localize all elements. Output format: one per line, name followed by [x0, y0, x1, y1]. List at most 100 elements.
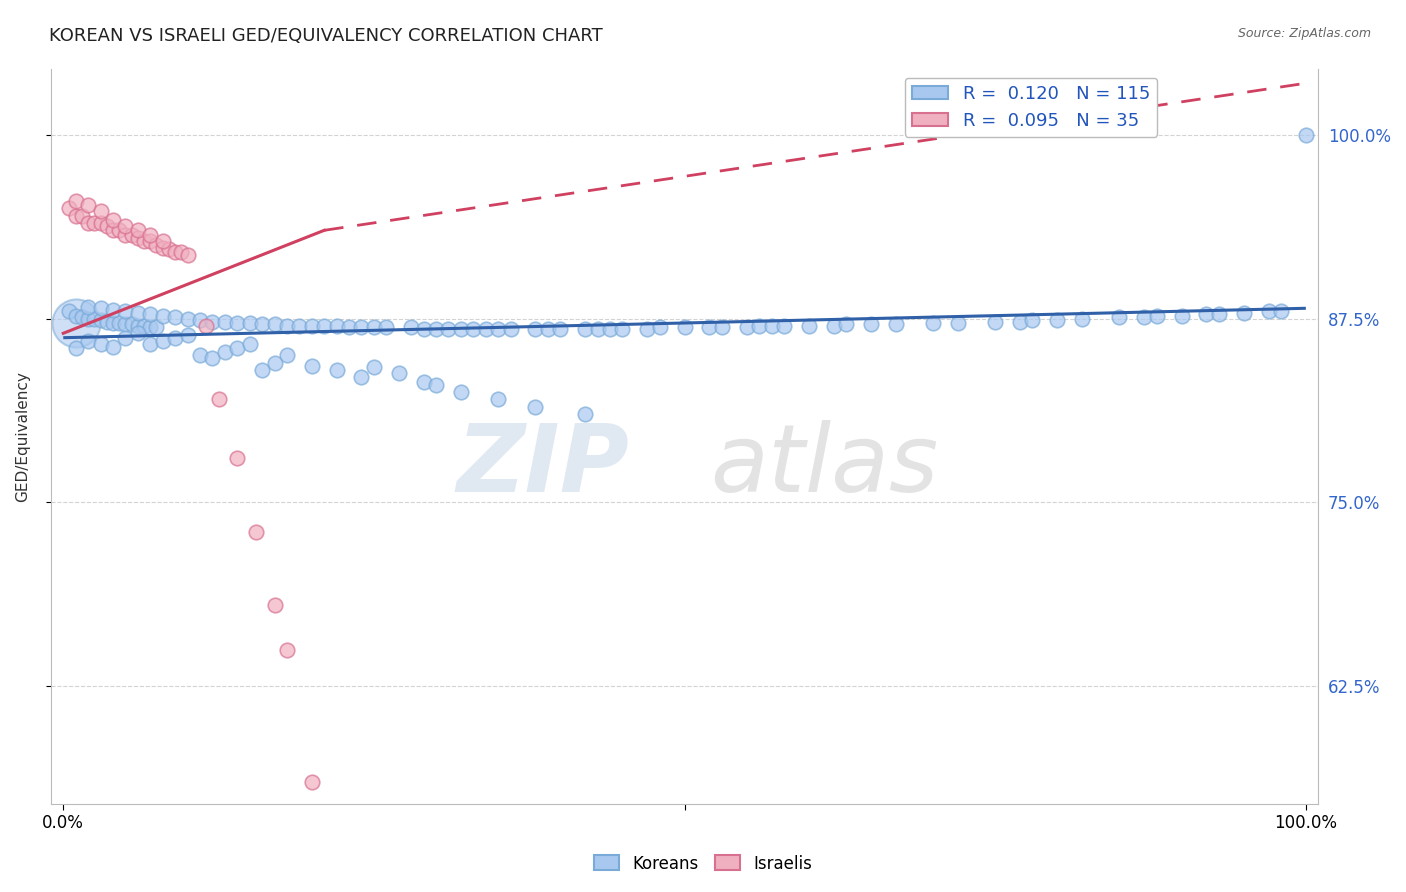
Point [550, 322, 572, 336]
Point [152, 334, 174, 348]
Point [425, 377, 447, 392]
Point [301, 775, 323, 789]
Point [101, 339, 124, 353]
Point [121, 318, 143, 332]
Point [101, 302, 124, 317]
Point [165, 245, 187, 260]
Point [90, 216, 112, 230]
Point [363, 320, 385, 334]
Point [65, 194, 87, 208]
Point [127, 306, 149, 320]
Point [145, 320, 167, 334]
Text: ZIP: ZIP [457, 419, 630, 512]
Point [83, 216, 105, 230]
Point [1021, 313, 1043, 327]
Point [574, 407, 596, 421]
Point [58, 201, 80, 215]
Point [1133, 310, 1156, 325]
Point [77, 216, 100, 230]
Point [486, 392, 509, 407]
Point [1233, 306, 1256, 320]
Point [946, 316, 969, 330]
Point [114, 219, 136, 233]
Point [77, 300, 100, 314]
Point [245, 524, 267, 539]
Point [761, 318, 783, 333]
Point [65, 341, 87, 355]
Point [157, 243, 180, 257]
Point [176, 327, 198, 342]
Point [101, 316, 124, 330]
Point [1146, 309, 1168, 323]
Point [170, 245, 193, 260]
Point [276, 348, 298, 362]
Point [325, 318, 347, 333]
Legend: R =  0.120   N = 115, R =  0.095   N = 35: R = 0.120 N = 115, R = 0.095 N = 35 [905, 78, 1157, 137]
Point [699, 320, 721, 334]
Point [114, 331, 136, 345]
Point [127, 326, 149, 341]
Point [263, 356, 285, 370]
Point [673, 320, 696, 334]
Point [425, 322, 447, 336]
Point [437, 322, 460, 336]
Point [835, 318, 858, 332]
Point [90, 204, 112, 219]
Point [984, 314, 1007, 328]
Point [127, 318, 149, 333]
Point [250, 318, 273, 332]
Point [139, 234, 162, 248]
Point [114, 318, 136, 332]
Point [1195, 307, 1218, 321]
Point [77, 334, 100, 348]
Point [486, 322, 509, 336]
Point [139, 227, 162, 242]
Point [301, 318, 323, 333]
Point [288, 318, 311, 333]
Point [65, 309, 87, 323]
Point [139, 307, 162, 321]
Point [859, 318, 882, 332]
Point [1170, 309, 1192, 323]
Point [201, 351, 224, 366]
Point [114, 227, 136, 242]
Point [121, 227, 143, 242]
Point [399, 320, 422, 334]
Point [65, 209, 87, 223]
Point [412, 322, 434, 336]
Point [735, 320, 758, 334]
Point [201, 314, 224, 328]
Point [58, 304, 80, 318]
Point [1108, 310, 1130, 325]
Point [65, 316, 87, 330]
Point [70, 209, 93, 223]
Text: atlas: atlas [710, 420, 938, 511]
Point [325, 363, 347, 377]
Point [350, 370, 373, 384]
Point [375, 320, 398, 334]
Point [574, 322, 596, 336]
Point [363, 360, 385, 375]
Point [239, 336, 262, 351]
Point [276, 318, 298, 333]
Point [176, 248, 198, 262]
Point [77, 311, 100, 326]
Point [797, 318, 820, 333]
Point [537, 322, 560, 336]
Point [152, 234, 174, 248]
Point [188, 348, 211, 362]
Point [139, 320, 162, 334]
Point [922, 316, 945, 330]
Point [412, 375, 434, 389]
Point [474, 322, 496, 336]
Point [139, 336, 162, 351]
Point [207, 392, 229, 407]
Point [114, 304, 136, 318]
Text: KOREAN VS ISRAELI GED/EQUIVALENCY CORRELATION CHART: KOREAN VS ISRAELI GED/EQUIVALENCY CORREL… [49, 27, 603, 45]
Point [108, 223, 131, 237]
Point [188, 313, 211, 327]
Point [1010, 314, 1032, 328]
Point [1208, 307, 1230, 321]
Point [1071, 311, 1094, 326]
Point [165, 310, 187, 325]
